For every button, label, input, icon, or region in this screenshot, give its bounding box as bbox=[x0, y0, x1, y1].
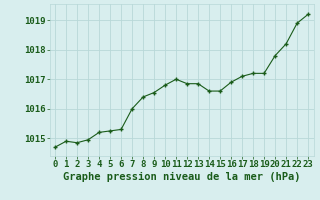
X-axis label: Graphe pression niveau de la mer (hPa): Graphe pression niveau de la mer (hPa) bbox=[63, 172, 300, 182]
